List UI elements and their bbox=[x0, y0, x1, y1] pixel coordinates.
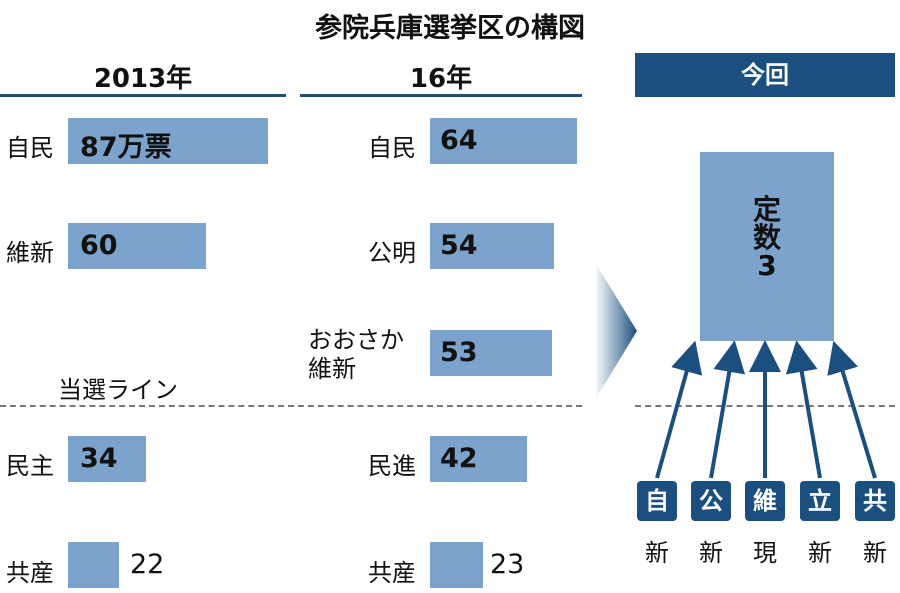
bar bbox=[430, 118, 578, 164]
candidate-party-badge: 公 bbox=[691, 481, 731, 521]
bar bbox=[68, 118, 269, 164]
candidate-status: 現 bbox=[753, 539, 777, 567]
category-label: 民進 bbox=[368, 452, 416, 480]
winning-line bbox=[0, 405, 582, 407]
bar bbox=[430, 330, 552, 376]
arrow-up-icon bbox=[655, 340, 703, 479]
candidate-status: 新 bbox=[645, 539, 669, 567]
candidate-status: 新 bbox=[808, 539, 832, 567]
column-header-2013: 2013年 bbox=[93, 64, 193, 94]
bar bbox=[430, 436, 527, 482]
header-rule-2013 bbox=[0, 94, 286, 97]
candidate-party-badge: 自 bbox=[637, 481, 677, 521]
arrow-up-icon bbox=[827, 340, 877, 479]
seats-label-line: 3 bbox=[757, 249, 777, 282]
column-header-2016: 16年 bbox=[409, 64, 473, 94]
value-label: 22 bbox=[130, 549, 165, 580]
chart-title: 参院兵庫選挙区の構図 bbox=[315, 13, 585, 44]
bar bbox=[68, 436, 147, 482]
seats-box bbox=[700, 152, 834, 341]
category-label: おおさか 維新 bbox=[308, 326, 404, 384]
value-label: 34 bbox=[80, 443, 118, 474]
value-label: 60 bbox=[80, 230, 118, 261]
category-label: 民主 bbox=[6, 452, 54, 480]
candidate-party-badge: 立 bbox=[800, 481, 840, 521]
bar bbox=[68, 542, 119, 588]
candidate-arrows bbox=[655, 340, 877, 479]
arrow-up-icon bbox=[709, 340, 746, 479]
transition-arrow-icon bbox=[595, 262, 637, 400]
header-rule-2016 bbox=[300, 94, 582, 97]
category-label-line: おおさか bbox=[308, 326, 404, 354]
value-label: 53 bbox=[440, 337, 478, 368]
bar bbox=[430, 223, 555, 269]
value-label: 54 bbox=[440, 230, 478, 261]
value-label: 64 bbox=[440, 125, 478, 156]
value-label: 23 bbox=[490, 549, 525, 580]
category-label: 共産 bbox=[368, 559, 416, 587]
value-label: 42 bbox=[440, 443, 478, 474]
candidate-status: 新 bbox=[863, 539, 887, 567]
category-label: 維新 bbox=[6, 239, 54, 267]
value-label: 87万票 bbox=[80, 132, 172, 163]
category-label: 自民 bbox=[6, 134, 54, 162]
seats-label-line: 数 bbox=[752, 221, 781, 254]
winning-line-label: 当選ライン bbox=[58, 376, 178, 404]
arrow-up-icon bbox=[785, 340, 822, 479]
candidate-party-badge: 維 bbox=[745, 481, 785, 521]
candidate-status: 新 bbox=[699, 539, 723, 567]
current-header: 今回 bbox=[635, 53, 895, 97]
seats-label-line: 定 bbox=[752, 193, 781, 226]
candidate-party-badge: 共 bbox=[855, 481, 895, 521]
category-label-line: 維新 bbox=[308, 355, 356, 383]
category-label: 公明 bbox=[368, 239, 416, 267]
category-label: 自民 bbox=[368, 134, 416, 162]
bar bbox=[430, 542, 483, 588]
category-label: 共産 bbox=[6, 559, 54, 587]
bar bbox=[68, 223, 206, 269]
seats-label: 定 数 3 bbox=[700, 196, 834, 280]
